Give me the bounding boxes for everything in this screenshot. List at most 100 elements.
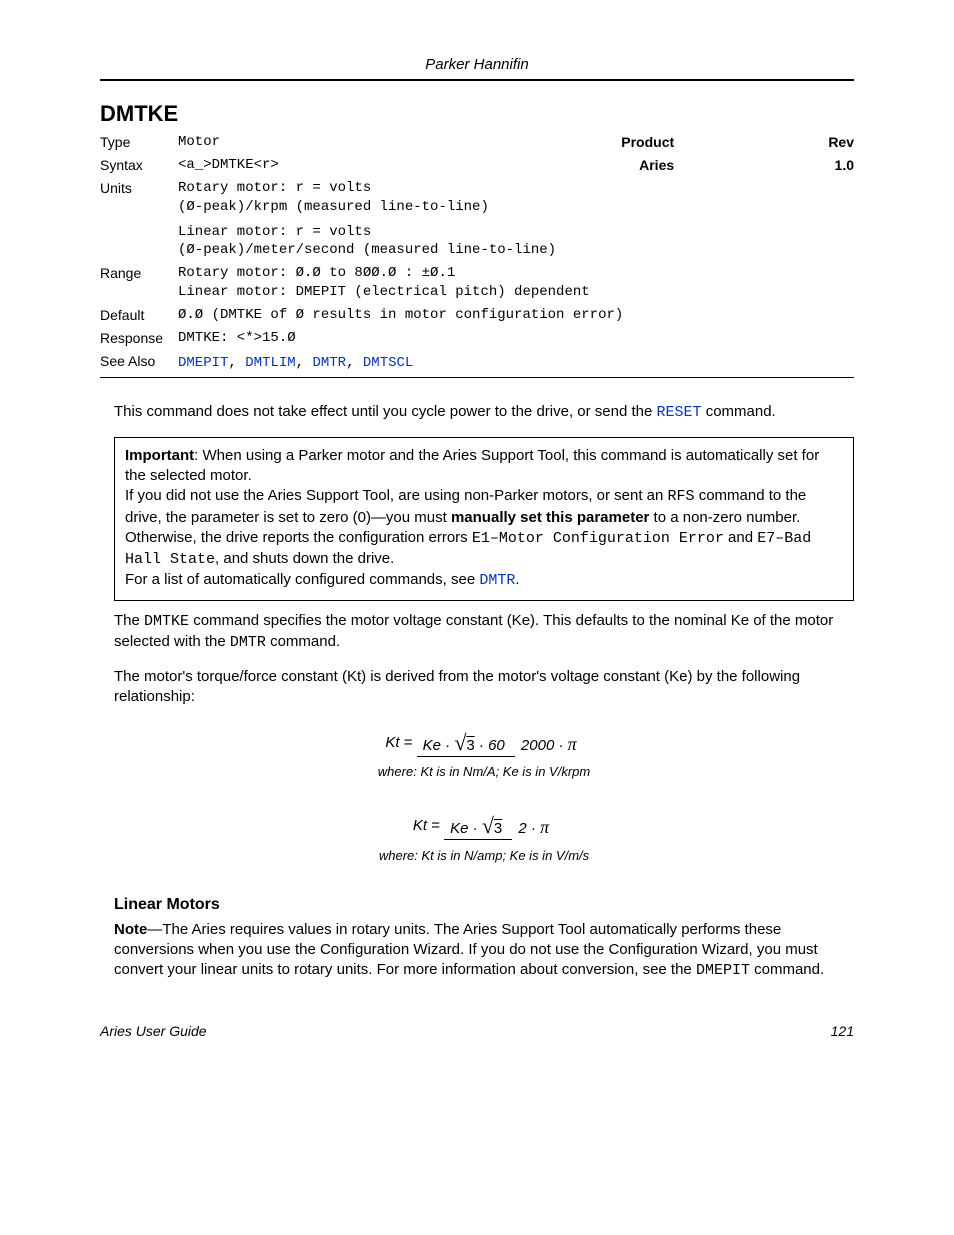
- rev-value: 1.0: [805, 157, 854, 173]
- f2-2: 2 ·: [518, 820, 540, 837]
- row-syntax: Syntax <a_>DMTKE<r> Aries 1.0: [100, 154, 854, 177]
- imp-line1: : When using a Parker motor and the Arie…: [125, 447, 819, 484]
- sqrt-icon: √: [454, 730, 466, 755]
- f1-den: 2000 · π: [515, 735, 583, 754]
- label-rev: Rev: [674, 131, 854, 154]
- p2a: The: [114, 612, 144, 629]
- value-range: Rotary motor: Ø.Ø to 8ØØ.Ø : ±Ø.1 Linear…: [178, 262, 854, 304]
- link-dmtr-inline[interactable]: DMTR: [479, 572, 515, 589]
- f2-u1: Kt is in N/amp: [422, 848, 503, 863]
- f2-eq: =: [431, 817, 444, 834]
- link-dmtlim[interactable]: DMTLIM: [245, 355, 295, 371]
- value-seealso: DMEPIT, DMTLIM, DMTR, DMTSCL: [178, 350, 854, 375]
- value-default: Ø.Ø (DMTKE of Ø results in motor configu…: [178, 304, 854, 327]
- product-heading: Product: [621, 134, 674, 150]
- f1-where: where: Kt is in Nm/A; Ke is in V/krpm: [114, 763, 854, 781]
- value-units: Rotary motor: r = volts (Ø-peak)/krpm (m…: [178, 177, 854, 263]
- page-footer: Aries User Guide 121: [100, 1022, 854, 1041]
- p2b: command specifies the motor voltage cons…: [114, 612, 833, 650]
- f2-frac: Ke · √3 2 · π: [444, 811, 555, 841]
- value-response: DMTKE: <*>15.Ø: [178, 327, 854, 350]
- imp-l3b: .: [515, 571, 519, 588]
- text-p1b: command.: [702, 403, 776, 420]
- f2-3: 3: [494, 820, 502, 837]
- imp-l2e: , and shuts down the drive.: [215, 550, 394, 567]
- footer-left: Aries User Guide: [100, 1022, 207, 1041]
- para-kt-desc: The motor's torque/force constant (Kt) i…: [114, 667, 854, 708]
- label-syntax: Syntax: [100, 154, 178, 177]
- f1-eq: =: [404, 734, 417, 751]
- row-range: Range Rotary motor: Ø.Ø to 8ØØ.Ø : ±Ø.1 …: [100, 262, 854, 304]
- note-bold: Note: [114, 921, 147, 938]
- link-dmtscl[interactable]: DMTSCL: [363, 355, 413, 371]
- linear-motors-heading: Linear Motors: [114, 894, 854, 916]
- label-range: Range: [100, 262, 178, 304]
- formula-2: Kt = Ke · √3 2 · π where: Kt is in N/amp…: [114, 811, 854, 864]
- f1-u2: Ke is in V/krpm: [503, 764, 590, 779]
- f2-den: 2 · π: [512, 818, 555, 837]
- f1-frac: Ke · √3 · 60 2000 · π: [417, 728, 583, 758]
- imp-l2a: If you did not use the Aries Support Too…: [125, 487, 668, 504]
- product-name: Aries: [639, 157, 674, 173]
- code-dmtr2: DMTR: [230, 634, 266, 651]
- para-dmtke-desc: The DMTKE command specifies the motor vo…: [114, 611, 854, 654]
- label-type: Type: [100, 131, 178, 154]
- row-response: Response DMTKE: <*>15.Ø: [100, 327, 854, 350]
- value-type: Motor: [178, 131, 503, 154]
- code-dmepit: DMEPIT: [696, 962, 750, 979]
- row-seealso: See Also DMEPIT, DMTLIM, DMTR, DMTSCL: [100, 350, 854, 375]
- f2-ke: Ke ·: [450, 820, 482, 837]
- f2-where: where: Kt is in N/amp; Ke is in V/m/s: [114, 847, 854, 865]
- f1-u1: Kt is in Nm/A: [420, 764, 495, 779]
- page-header: Parker Hannifin: [100, 55, 854, 75]
- value-product: Aries: [503, 154, 674, 177]
- command-title: DMTKE: [100, 99, 854, 129]
- link-dmtr[interactable]: DMTR: [312, 355, 346, 371]
- row-units: Units Rotary motor: r = volts (Ø-peak)/k…: [100, 177, 854, 263]
- spec-table: Type Motor Product Rev Syntax <a_>DMTKE<…: [100, 131, 854, 375]
- para-reset: This command does not take effect until …: [114, 402, 854, 423]
- units-rotary: Rotary motor: r = volts (Ø-peak)/krpm (m…: [178, 179, 854, 217]
- pi-icon-2: π: [540, 817, 549, 837]
- range-rotary: Rotary motor: Ø.Ø to 8ØØ.Ø : ±Ø.1: [178, 264, 854, 283]
- value-syntax: <a_>DMTKE<r>: [178, 154, 503, 177]
- f1-2000: 2000 ·: [521, 737, 568, 754]
- rev-heading: Rev: [798, 134, 854, 150]
- f1-3: 3: [466, 737, 474, 754]
- header-rule: [100, 79, 854, 81]
- where-label: where:: [378, 764, 417, 779]
- pi-icon: π: [568, 734, 577, 754]
- f1-num: Ke · √3 · 60: [417, 737, 515, 757]
- sqrt-icon-2: √: [482, 813, 494, 838]
- f1-lhs: Kt: [385, 734, 403, 751]
- units-linear: Linear motor: r = volts (Ø-peak)/meter/s…: [178, 223, 854, 261]
- footer-right: 121: [831, 1022, 854, 1041]
- text-p1a: This command does not take effect until …: [114, 403, 657, 420]
- where-label-2: where:: [379, 848, 418, 863]
- range-linear: Linear motor: DMEPIT (electrical pitch) …: [178, 283, 854, 302]
- f2-u2: Ke is in V/m/s: [510, 848, 589, 863]
- link-dmepit[interactable]: DMEPIT: [178, 355, 228, 371]
- important-title: Important: [125, 447, 194, 464]
- label-default: Default: [100, 304, 178, 327]
- link-reset[interactable]: RESET: [657, 404, 702, 421]
- p2c: command.: [266, 633, 340, 650]
- label-product: Product: [503, 131, 674, 154]
- para-note: Note—The Aries requires values in rotary…: [114, 920, 854, 982]
- note-text2: command.: [750, 961, 824, 978]
- spec-rule: [100, 377, 854, 378]
- code-dmtke: DMTKE: [144, 613, 189, 630]
- formula-1: Kt = Ke · √3 · 60 2000 · π where: Kt is …: [114, 728, 854, 781]
- imp-bold: manually set this parameter: [451, 509, 649, 526]
- label-response: Response: [100, 327, 178, 350]
- row-type: Type Motor Product Rev: [100, 131, 854, 154]
- label-units: Units: [100, 177, 178, 263]
- label-seealso: See Also: [100, 350, 178, 375]
- imp-l2d: and: [724, 529, 757, 546]
- imp-l3a: For a list of automatically configured c…: [125, 571, 479, 588]
- row-default: Default Ø.Ø (DMTKE of Ø results in motor…: [100, 304, 854, 327]
- f2-num: Ke · √3: [444, 820, 512, 840]
- f1-60: · 60: [475, 737, 505, 754]
- important-box: Important: When using a Parker motor and…: [114, 437, 854, 601]
- code-rfs: RFS: [668, 488, 695, 505]
